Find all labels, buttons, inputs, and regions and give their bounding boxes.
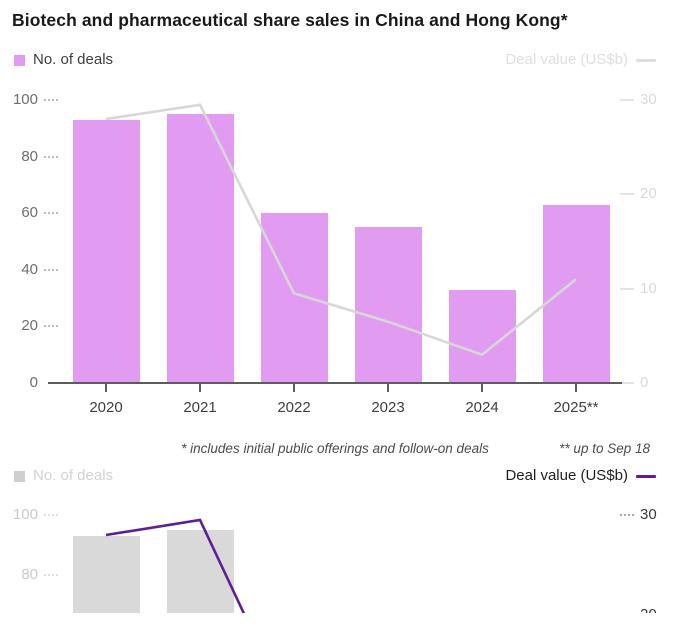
legend-label-deal-value: Deal value (US$b) xyxy=(505,51,628,68)
y-axis-tick-label-right: 30 xyxy=(640,91,657,109)
legend-label-no-of-deals: No. of deals xyxy=(33,51,114,68)
y-axis-tick-label-left: 100 xyxy=(12,506,38,523)
y-axis-tick-label-right: 0 xyxy=(640,374,649,391)
main-chart-plot: 0 20 40 60 80 100 0 10 20 30 2020 2021 2022 2023 2024 2… xyxy=(0,88,683,422)
y-axis-tick-right xyxy=(620,193,634,196)
x-axis-label-2023: 2023 xyxy=(371,399,405,416)
legend-row-bottom: No. of deals Deal value (US$b) xyxy=(14,468,656,484)
y-axis-tick-label-left: 80 xyxy=(21,147,38,165)
y-axis-tick-left xyxy=(44,268,58,271)
bar-2020 xyxy=(72,536,140,613)
y-axis-tick-label-left: 80 xyxy=(21,566,38,583)
bar-series-swatch-icon xyxy=(14,54,25,66)
y-axis-tick-label-right: 10 xyxy=(640,279,657,297)
bar-2022 xyxy=(260,213,328,383)
y-axis-tick-right xyxy=(620,514,634,516)
x-axis-tick xyxy=(575,384,577,392)
x-axis-line xyxy=(48,382,622,384)
y-axis-tick-left xyxy=(44,325,58,328)
y-axis-tick-right xyxy=(620,382,634,384)
y-axis-tick-label-left: 60 xyxy=(21,204,38,222)
footnote-asterisk: * includes initial public offerings and … xyxy=(181,441,489,456)
page-title: Biotech and pharmaceutical share sales i… xyxy=(12,10,568,30)
bar-2021 xyxy=(166,114,234,383)
legend-no-of-deals-inactive: No. of deals xyxy=(14,468,113,484)
legend-no-of-deals-active: No. of deals xyxy=(14,52,113,68)
x-axis-tick xyxy=(199,384,201,392)
x-axis-tick xyxy=(481,384,483,392)
legend-label-no-of-deals: No. of deals xyxy=(33,467,114,484)
y-axis-tick-label-right: 20 xyxy=(640,185,657,203)
y-axis-tick-left xyxy=(44,99,58,101)
y-axis-tick-label-left: 20 xyxy=(21,317,38,335)
y-axis-tick-label-left: 0 xyxy=(29,374,38,391)
y-axis-tick-left xyxy=(44,574,58,576)
y-axis-tick-left xyxy=(44,212,58,215)
x-axis-tick xyxy=(293,384,295,392)
bar-2021 xyxy=(166,530,234,613)
y-axis-tick-left xyxy=(44,155,58,158)
line-series-swatch-icon xyxy=(636,474,656,478)
x-axis-tick xyxy=(105,384,107,392)
x-axis-label-2020: 2020 xyxy=(89,399,123,416)
legend-deal-value-inactive: Deal value (US$b) xyxy=(505,52,656,68)
x-axis-label-2022: 2022 xyxy=(277,399,311,416)
legend-row-top: No. of deals Deal value (US$b) xyxy=(14,52,656,68)
bar-2025** xyxy=(542,204,610,383)
legend-label-deal-value: Deal value (US$b) xyxy=(505,467,628,484)
deal-value-line xyxy=(105,518,246,613)
y-axis-tick-right xyxy=(620,99,634,102)
y-axis-tick-right xyxy=(620,287,634,290)
deal-value-line xyxy=(105,103,577,357)
x-axis-label-2021: 2021 xyxy=(183,399,217,416)
bar-series-swatch-icon xyxy=(14,470,25,482)
x-axis-label-2025**: 2025** xyxy=(553,399,599,416)
y-axis-tick-label-left: 40 xyxy=(21,260,38,278)
x-axis-label-2024: 2024 xyxy=(465,399,499,416)
y-axis-tick-label-right: 30 xyxy=(640,506,657,523)
bar-2020 xyxy=(72,119,140,383)
legend-deal-value-active: Deal value (US$b) xyxy=(505,468,656,484)
secondary-chart-plot: 0204060801000102030202020212022202320242… xyxy=(0,495,683,613)
y-axis-tick-left xyxy=(44,514,58,516)
footnote-double-asterisk: ** up to Sep 18 xyxy=(559,441,650,456)
x-axis-tick xyxy=(387,384,389,392)
y-axis-tick-label-right: 20 xyxy=(640,606,657,613)
bar-2023 xyxy=(354,227,422,383)
line-series-swatch-icon xyxy=(636,58,656,62)
y-axis-tick-label-left: 100 xyxy=(12,91,38,108)
